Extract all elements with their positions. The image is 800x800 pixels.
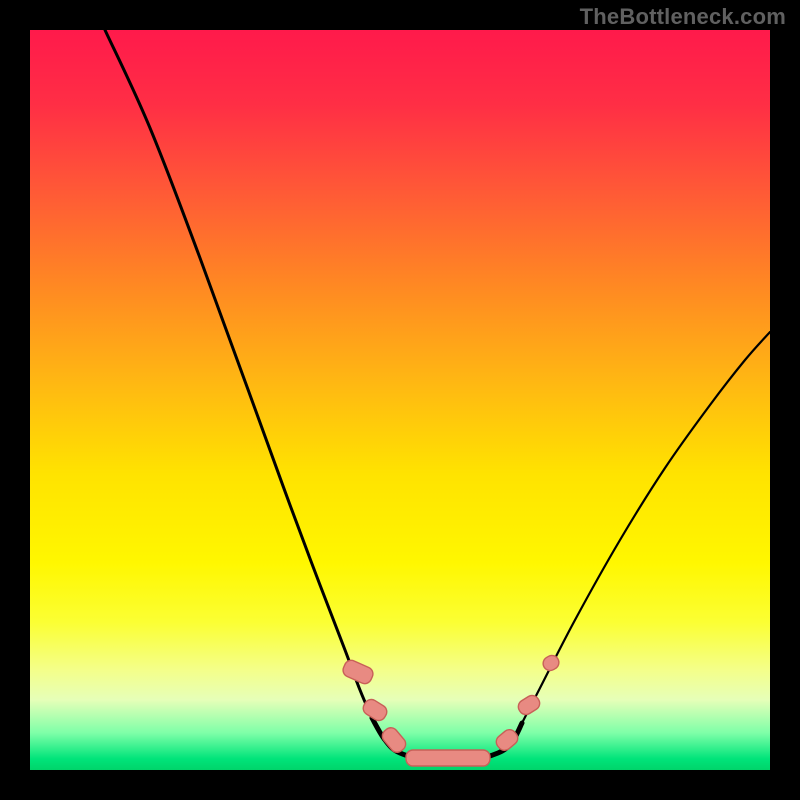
chart-container: TheBottleneck.com <box>0 0 800 800</box>
bottleneck-chart <box>0 0 800 800</box>
curve-marker <box>406 750 490 766</box>
plot-background <box>30 30 770 770</box>
watermark-text: TheBottleneck.com <box>580 4 786 30</box>
